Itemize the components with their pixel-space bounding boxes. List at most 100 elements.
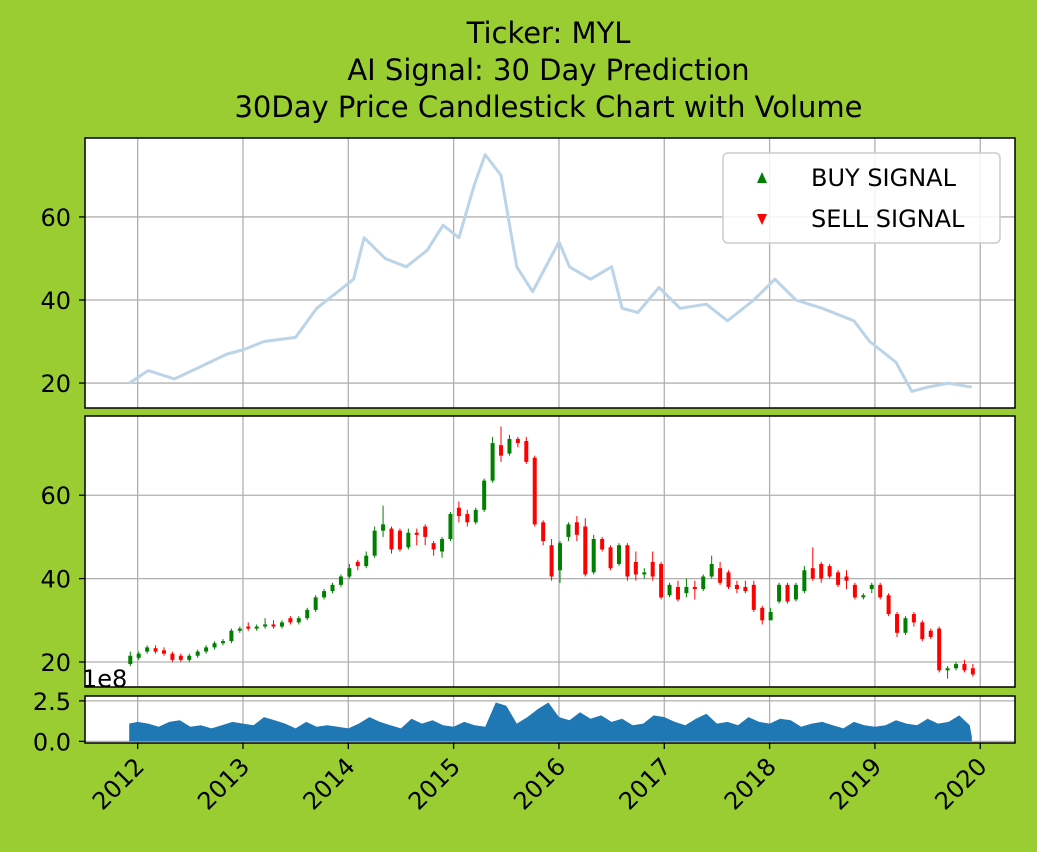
candle-body bbox=[667, 584, 672, 596]
candle-body bbox=[844, 576, 849, 581]
candle-body bbox=[389, 528, 394, 550]
candle-body bbox=[684, 586, 689, 594]
candle-body bbox=[734, 584, 739, 590]
plot-frame bbox=[84, 695, 1016, 744]
candle-body bbox=[237, 628, 242, 631]
candle-body bbox=[414, 532, 419, 535]
legend-sell-label: SELL SIGNAL bbox=[811, 205, 965, 233]
candle-body bbox=[549, 545, 554, 577]
y-tick-label: 2.5 bbox=[33, 688, 71, 716]
candle-body bbox=[187, 655, 192, 660]
candle-body bbox=[591, 538, 596, 573]
candle-body bbox=[920, 622, 925, 640]
candle-body bbox=[903, 618, 908, 633]
plot-frame bbox=[84, 415, 1016, 688]
candle-body bbox=[692, 586, 697, 590]
volume-panel: 0.02.5 bbox=[33, 688, 1016, 756]
candle-body bbox=[608, 547, 613, 569]
candle-body bbox=[397, 530, 402, 550]
candle-body bbox=[338, 576, 343, 585]
candle-body bbox=[170, 653, 175, 660]
y-tick-label: 60 bbox=[40, 482, 71, 510]
candle-body bbox=[633, 561, 638, 575]
candle-body bbox=[928, 630, 933, 637]
candle-body bbox=[819, 564, 824, 579]
candle-body bbox=[372, 530, 377, 556]
candle-body bbox=[861, 595, 866, 598]
y-tick-label: 60 bbox=[40, 204, 71, 232]
legend-box bbox=[722, 152, 1001, 244]
candle-body bbox=[616, 545, 621, 565]
candle-body bbox=[751, 584, 756, 610]
x-tick-label: 2015 bbox=[403, 752, 466, 815]
candle-body bbox=[743, 586, 748, 592]
candle-body bbox=[381, 524, 386, 531]
candle-body bbox=[827, 566, 832, 577]
y-tick-label: 0.0 bbox=[33, 728, 71, 756]
y-tick-label: 20 bbox=[40, 370, 71, 398]
candle-body bbox=[701, 576, 706, 590]
candle-body bbox=[423, 526, 428, 537]
candle-body bbox=[895, 614, 900, 633]
candle-body bbox=[440, 538, 445, 552]
candle-body bbox=[886, 595, 891, 615]
candle-body bbox=[852, 584, 857, 598]
candle-body bbox=[583, 526, 588, 575]
x-tick-label: 2018 bbox=[719, 752, 782, 815]
candle-body bbox=[937, 628, 942, 671]
candle-body bbox=[945, 668, 950, 671]
x-axis: 2012 2013 2014 2015 2016 2017 2018 2019 2020 bbox=[87, 743, 992, 815]
candle-body bbox=[499, 445, 504, 456]
y-tick-label: 20 bbox=[40, 649, 71, 677]
candle-body bbox=[322, 591, 327, 598]
candle-body bbox=[726, 572, 731, 587]
candle-body bbox=[659, 564, 664, 598]
x-tick-label: 2017 bbox=[614, 752, 677, 815]
x-tick-label: 2016 bbox=[508, 752, 571, 815]
candle-body bbox=[347, 568, 352, 577]
candle-body bbox=[566, 524, 571, 537]
candle-body bbox=[263, 624, 268, 627]
y-tick-label: 40 bbox=[40, 566, 71, 594]
candle-body bbox=[490, 443, 495, 481]
candle-body bbox=[793, 584, 798, 600]
x-tick-label: 2020 bbox=[929, 752, 992, 815]
candle-body bbox=[718, 568, 723, 583]
candle-body bbox=[355, 561, 360, 567]
candle-body bbox=[229, 630, 234, 642]
candle-body bbox=[431, 543, 436, 550]
candle-body bbox=[515, 438, 520, 444]
chart-title-line-1: Ticker: MYL bbox=[466, 16, 631, 50]
candle-body bbox=[406, 532, 411, 548]
candle-body bbox=[204, 647, 209, 652]
candle-body bbox=[650, 561, 655, 577]
x-tick-label: 2012 bbox=[87, 752, 150, 815]
buy-signal-marker-icon bbox=[757, 172, 767, 183]
candle-body bbox=[558, 543, 563, 571]
candle-body bbox=[178, 655, 183, 660]
candle-body bbox=[136, 653, 141, 658]
candle-body bbox=[970, 668, 975, 675]
candle-body bbox=[869, 584, 874, 590]
candle-body bbox=[220, 641, 225, 644]
candle-body bbox=[465, 513, 470, 523]
candle-body bbox=[760, 607, 765, 621]
candle-body bbox=[128, 655, 133, 665]
price-line bbox=[128, 153, 973, 393]
legend: BUY SIGNAL SELL SIGNAL bbox=[722, 152, 1001, 244]
candlestick-panel: 20 40 60 bbox=[40, 415, 1016, 688]
candle-body bbox=[524, 441, 529, 462]
candle-body bbox=[254, 626, 259, 629]
candle-body bbox=[954, 664, 959, 669]
candle-body bbox=[145, 647, 150, 652]
candle-body bbox=[600, 538, 605, 550]
volume-exponent-label: 1e8 bbox=[82, 665, 127, 693]
candle-body bbox=[802, 570, 807, 592]
candle-body bbox=[195, 651, 200, 656]
candle-body bbox=[212, 643, 217, 648]
candle-body bbox=[296, 618, 301, 623]
candle-body bbox=[785, 584, 790, 602]
volume-area bbox=[129, 702, 972, 742]
